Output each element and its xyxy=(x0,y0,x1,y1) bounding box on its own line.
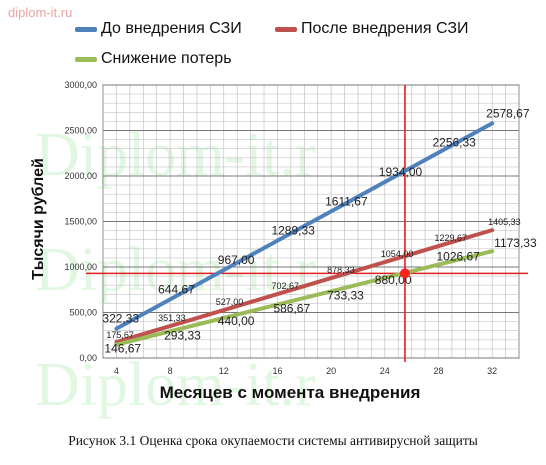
y-tick-label: 1000,00 xyxy=(64,262,97,272)
data-label-before: 644,67 xyxy=(158,282,195,296)
y-tick-label: 1500,00 xyxy=(64,217,97,227)
data-label-before: 1611,67 xyxy=(325,194,368,208)
y-tick-label: 2000,00 xyxy=(64,171,97,181)
data-label-before: 322,33 xyxy=(102,312,139,326)
x-tick-label: 12 xyxy=(219,366,229,376)
data-label-reduction: 1173,33 xyxy=(494,236,537,250)
data-label-before: 1934,00 xyxy=(379,165,423,179)
figure-caption: Рисунок 3.1 Оценка срока окупаемости сис… xyxy=(68,433,478,448)
series-line-before xyxy=(114,121,495,331)
x-tick-label: 28 xyxy=(433,366,443,376)
y-tick-label: 0,00 xyxy=(79,353,97,363)
series-line-reduction xyxy=(114,249,495,347)
x-tick-label: 20 xyxy=(326,366,336,376)
data-label-before: 967,00 xyxy=(218,253,255,267)
legend-label-after: После внедрения СЗИ xyxy=(301,20,469,37)
y-tick-label: 500,00 xyxy=(69,308,97,318)
data-label-after: 175,67 xyxy=(106,330,134,340)
legend-label-before: До внедрения СЗИ xyxy=(101,20,242,37)
legend-swatch-after xyxy=(275,26,297,32)
x-axis-label: Месяцев с момента внедрения xyxy=(159,383,421,402)
data-label-after: 1405,33 xyxy=(488,217,521,227)
legend-item-before: До внедрения СЗИ xyxy=(75,20,242,38)
chart-legend: До внедрения СЗИ После внедрения СЗИ Сни… xyxy=(75,20,545,72)
x-tick-label: 8 xyxy=(168,366,173,376)
data-label-before: 2256,33 xyxy=(432,136,476,150)
legend-item-after: После внедрения СЗИ xyxy=(275,20,469,38)
watermark-text-3: Diplom-it.r xyxy=(35,351,316,419)
watermark-text-1: Diplom-it.r xyxy=(35,121,316,189)
legend-swatch-reduction xyxy=(75,56,97,62)
data-label-reduction: 440,00 xyxy=(218,314,255,328)
data-label-reduction: 1026,67 xyxy=(436,250,480,264)
data-label-after: 1229,67 xyxy=(434,233,467,243)
data-label-before: 2578,67 xyxy=(486,106,530,120)
y-tick-label: 2500,00 xyxy=(64,126,97,136)
data-label-after: 351,33 xyxy=(158,313,186,323)
legend-item-reduction: Снижение потерь xyxy=(75,50,232,68)
data-label-reduction: 293,33 xyxy=(164,328,201,342)
x-tick-label: 16 xyxy=(272,366,282,376)
data-label-after: 878,33 xyxy=(327,265,355,275)
legend-label-reduction: Снижение потерь xyxy=(101,50,232,67)
data-label-after: 527,00 xyxy=(216,297,244,307)
legend-swatch-before xyxy=(75,26,97,32)
site-watermark: diplom-it.ru xyxy=(8,5,73,20)
data-label-reduction: 586,67 xyxy=(273,302,310,316)
series-line-after xyxy=(114,228,495,345)
data-label-reduction: 733,33 xyxy=(327,288,364,302)
data-label-after: 1054,00 xyxy=(381,249,414,259)
y-axis-label: Тысячи рублей xyxy=(30,158,47,280)
x-tick-label: 4 xyxy=(114,366,119,376)
data-label-reduction: 146,67 xyxy=(104,342,141,356)
data-label-before: 1289,33 xyxy=(271,224,315,238)
y-tick-label: 3000,00 xyxy=(64,80,97,90)
x-tick-label: 32 xyxy=(487,366,497,376)
data-label-after: 702,67 xyxy=(271,281,299,291)
x-tick-label: 24 xyxy=(380,366,390,376)
payback-point xyxy=(399,268,410,279)
